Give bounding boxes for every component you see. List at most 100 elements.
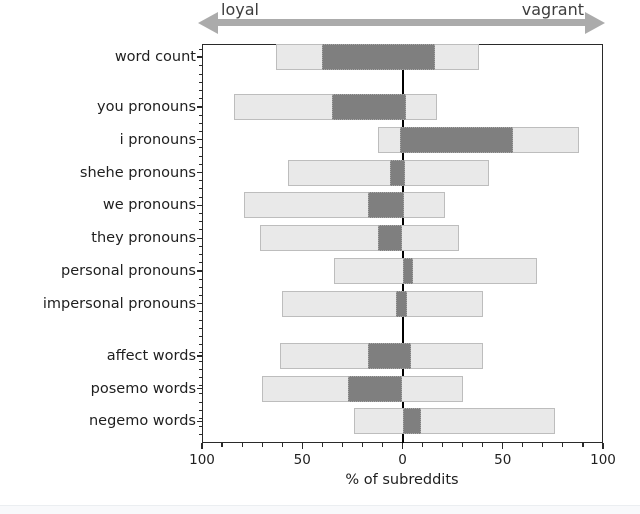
x-minor-tick (281, 443, 283, 447)
y-minor-tick (199, 155, 202, 157)
y-minor-tick (199, 286, 202, 288)
y-minor-tick (199, 327, 202, 329)
range-bar-inner (402, 258, 413, 284)
y-minor-tick (199, 393, 202, 395)
x-major-tick (201, 443, 203, 449)
y-minor-tick (199, 426, 202, 428)
y-category-tick (196, 355, 202, 357)
y-minor-tick (199, 245, 202, 247)
x-tick-label: 100 (590, 452, 616, 468)
range-bar-inner (368, 343, 411, 369)
y-minor-tick (199, 278, 202, 280)
y-minor-tick (199, 409, 202, 411)
y-minor-tick (199, 344, 202, 346)
y-minor-tick (199, 418, 202, 420)
y-category-tick (196, 237, 202, 239)
y-minor-tick (199, 360, 202, 362)
y-minor-tick (199, 377, 202, 379)
y-minor-tick (199, 336, 202, 338)
x-minor-tick (462, 443, 464, 447)
category-label: i pronouns (119, 131, 196, 148)
x-minor-tick (482, 443, 484, 447)
x-minor-tick (221, 443, 223, 447)
y-minor-tick (199, 90, 202, 92)
range-bar-outer (354, 408, 555, 435)
y-minor-tick (199, 295, 202, 297)
x-minor-tick (321, 443, 323, 447)
arrow-shaft (216, 19, 588, 26)
x-minor-tick (341, 443, 343, 447)
y-category-tick (196, 172, 202, 174)
x-minor-tick (261, 443, 263, 447)
y-category-tick (196, 303, 202, 305)
x-minor-tick (442, 443, 444, 447)
y-minor-tick (199, 368, 202, 370)
y-minor-tick (199, 262, 202, 264)
range-bar-outer (334, 258, 537, 284)
x-minor-tick (421, 443, 424, 447)
category-label: we pronouns (102, 197, 196, 214)
y-minor-tick (199, 319, 202, 321)
y-minor-tick (199, 401, 202, 403)
range-bar-inner (322, 44, 435, 70)
y-minor-tick (199, 311, 202, 313)
category-label: shehe pronouns (79, 164, 196, 181)
range-bar-inner (402, 408, 421, 435)
x-minor-tick (542, 443, 544, 447)
x-major-tick (502, 443, 504, 449)
category-label: posemo words (90, 380, 196, 397)
x-tick-label: 0 (398, 452, 407, 468)
y-minor-tick (199, 213, 202, 215)
category-label: negemo words (88, 413, 196, 430)
y-minor-tick (199, 57, 202, 59)
loyal-label: loyal (221, 0, 259, 19)
y-minor-tick (199, 163, 202, 165)
bottom-edge-strip (0, 505, 640, 514)
x-tick-label: 50 (293, 452, 311, 468)
range-bar-inner (368, 192, 405, 219)
range-bar-outer (244, 192, 445, 219)
y-minor-tick (199, 81, 202, 83)
x-minor-tick (361, 443, 363, 447)
y-minor-tick (199, 188, 202, 190)
y-minor-tick (199, 385, 202, 387)
x-minor-tick (562, 443, 564, 447)
y-minor-tick (199, 65, 202, 67)
y-category-tick (196, 204, 202, 206)
range-bar-inner (400, 126, 513, 153)
range-bar-inner (378, 225, 403, 252)
y-category-tick (196, 388, 202, 390)
y-minor-tick (199, 122, 202, 124)
x-major-tick (401, 443, 404, 449)
x-minor-tick (522, 443, 524, 447)
category-label: word count (114, 49, 196, 65)
x-tick-label: 50 (494, 452, 512, 468)
y-minor-tick (199, 98, 202, 100)
y-minor-tick (199, 114, 202, 116)
range-bar-inner (332, 94, 407, 120)
y-category-tick (196, 56, 202, 58)
range-bar-outer (282, 290, 483, 317)
y-minor-tick (199, 73, 202, 75)
arrow-right-head-icon (585, 11, 605, 34)
y-category-tick (196, 420, 202, 422)
range-bar-inner (348, 375, 403, 402)
y-minor-tick (199, 254, 202, 256)
category-label: personal pronouns (61, 263, 196, 279)
x-minor-tick (582, 443, 584, 447)
y-minor-tick (199, 352, 202, 354)
x-major-tick (602, 443, 604, 449)
range-bar-inner (390, 159, 405, 186)
y-minor-tick (199, 131, 202, 133)
y-minor-tick (199, 147, 202, 149)
y-minor-tick (199, 180, 202, 182)
x-major-tick (301, 443, 303, 449)
vagrant-label: vagrant (521, 0, 584, 19)
y-category-tick (196, 106, 202, 108)
y-category-tick (196, 270, 202, 272)
arrow-left-head-icon (198, 11, 218, 34)
x-tick-label: 100 (189, 452, 215, 468)
category-label: you pronouns (97, 99, 196, 115)
category-label: affect words (106, 348, 196, 364)
